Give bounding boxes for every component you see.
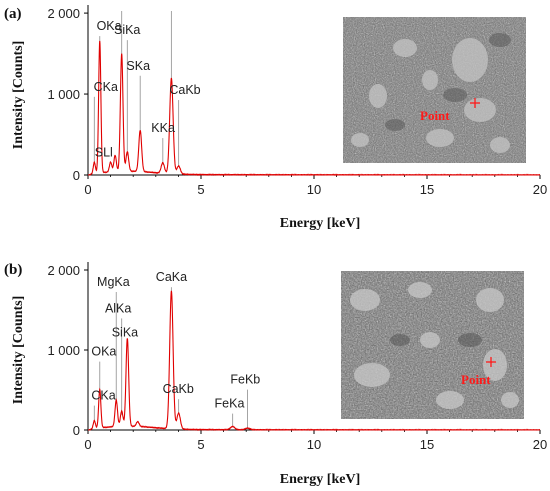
y-tick-label: 1 000: [47, 343, 80, 358]
y-tick-label: 2 000: [47, 6, 80, 21]
peak-label: FeKb: [230, 373, 260, 387]
x-tick-label: 5: [197, 182, 204, 197]
panel-b-y-axis-title: Intensity [Counts]: [11, 296, 26, 405]
peak-label: CaKb: [169, 83, 200, 97]
peak-label: SiKa: [114, 23, 140, 37]
panel-a-peak-labels: SLlCKaOKaAlKaSiKaSKaKKaCaKaKKbCaKb: [94, 19, 201, 159]
panel-b-label: (b): [4, 262, 22, 278]
panel-b: (b) Intensity [Counts] Energy [keV] 0 5 10…: [4, 262, 547, 487]
panel-a-x-axis-title: Energy [keV]: [280, 216, 361, 231]
peak-label: FeKa: [215, 397, 245, 411]
panel-a-peak-guides: [93, 11, 180, 167]
panel-b-peak-guides: [93, 287, 249, 429]
peak-label: SiKa: [112, 325, 138, 339]
panel-b-sem-inset: Point: [341, 271, 524, 419]
x-tick-label: 20: [533, 182, 547, 197]
y-tick-label: 1 000: [47, 87, 80, 102]
peak-label: OKa: [97, 19, 122, 33]
panel-b-peak-labels: CKa OKa MgKa AlKa SiKa CaKa CaKb FeKa FeKb: [91, 270, 260, 410]
peak-label: SLl: [95, 145, 113, 159]
y-tick-label: 0: [73, 168, 80, 183]
panel-a-label: (a): [4, 6, 22, 22]
x-tick-label: 15: [420, 437, 434, 452]
panel-b-point-marker: [486, 357, 496, 367]
panel-b-ticks: 0 5 10 15 20 0 1 000 2 000: [47, 263, 547, 452]
panel-a-point-marker: [470, 98, 480, 108]
panel-a-spectrum-line: [88, 40, 541, 176]
panel-b-x-axis-title: Energy [keV]: [280, 472, 361, 487]
panel-a: (a) Intensity [Counts] Energy [keV] 0 5 10…: [4, 5, 547, 231]
panel-a-y-axis-title: Intensity [Counts]: [11, 41, 26, 150]
x-tick-label: 10: [307, 437, 321, 452]
x-tick-label: 15: [420, 182, 434, 197]
peak-label: CaKb: [163, 382, 194, 396]
peak-label: CKa: [91, 389, 115, 403]
peak-label: AlKa: [105, 301, 131, 315]
x-tick-label: 10: [307, 182, 321, 197]
peak-label: SKa: [126, 59, 150, 73]
x-tick-label: 0: [84, 182, 91, 197]
y-tick-label: 2 000: [47, 263, 80, 278]
panel-a-point-label: Point: [420, 108, 450, 123]
peak-label: CKa: [94, 80, 118, 94]
peak-label: MgKa: [97, 275, 130, 289]
x-tick-label: 0: [84, 437, 91, 452]
peak-label: OKa: [91, 345, 116, 359]
y-tick-label: 0: [73, 423, 80, 438]
x-tick-label: 20: [533, 437, 547, 452]
peak-label: KKa: [151, 121, 175, 135]
panel-b-spectrum-line: [88, 290, 541, 431]
peak-label: CaKa: [156, 270, 187, 284]
panel-b-point-label: Point: [461, 372, 491, 387]
x-tick-label: 5: [197, 437, 204, 452]
panel-a-sem-inset: Point: [343, 17, 526, 163]
